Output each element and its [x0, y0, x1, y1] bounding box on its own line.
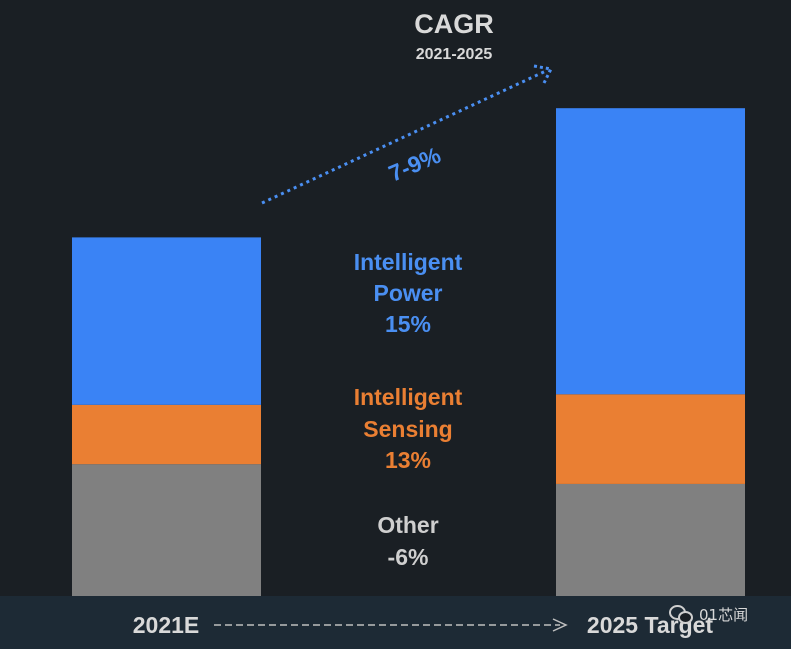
label-intelligent-power: Intelligent Power 15% [354, 249, 463, 337]
bar-2021e-intelligent-power [72, 237, 261, 405]
label-intelligent-sensing: Intelligent Sensing 13% [354, 384, 463, 473]
bar-2021e-other [72, 464, 261, 596]
label-sensing-line1: Intelligent [354, 384, 463, 410]
category-label-2021e: 2021E [133, 612, 200, 638]
category-arrow-head [552, 618, 568, 632]
label-sensing-rate: 13% [385, 447, 431, 473]
bars [72, 108, 745, 596]
label-other-line1: Other [377, 512, 438, 538]
label-other-rate: -6% [388, 544, 429, 570]
wechat-icon [669, 603, 693, 625]
watermark: 01芯闻 [669, 603, 748, 625]
label-power-line2: Power [373, 280, 442, 306]
chart-subtitle: 2021-2025 [416, 46, 493, 63]
watermark-text: 01芯闻 [699, 605, 749, 624]
bar-2025-target-other [556, 483, 745, 596]
label-power-rate: 15% [385, 311, 431, 337]
bar-2025-target-intelligent-power [556, 108, 745, 395]
label-sensing-line2: Sensing [363, 416, 452, 442]
bar-2025-target-intelligent-sensing [556, 394, 745, 484]
chart-title: CAGR [414, 9, 494, 39]
label-power-line1: Intelligent [354, 249, 463, 275]
category-band [0, 596, 791, 649]
bar-2021e-intelligent-sensing [72, 404, 261, 465]
label-other: Other -6% [377, 512, 438, 570]
